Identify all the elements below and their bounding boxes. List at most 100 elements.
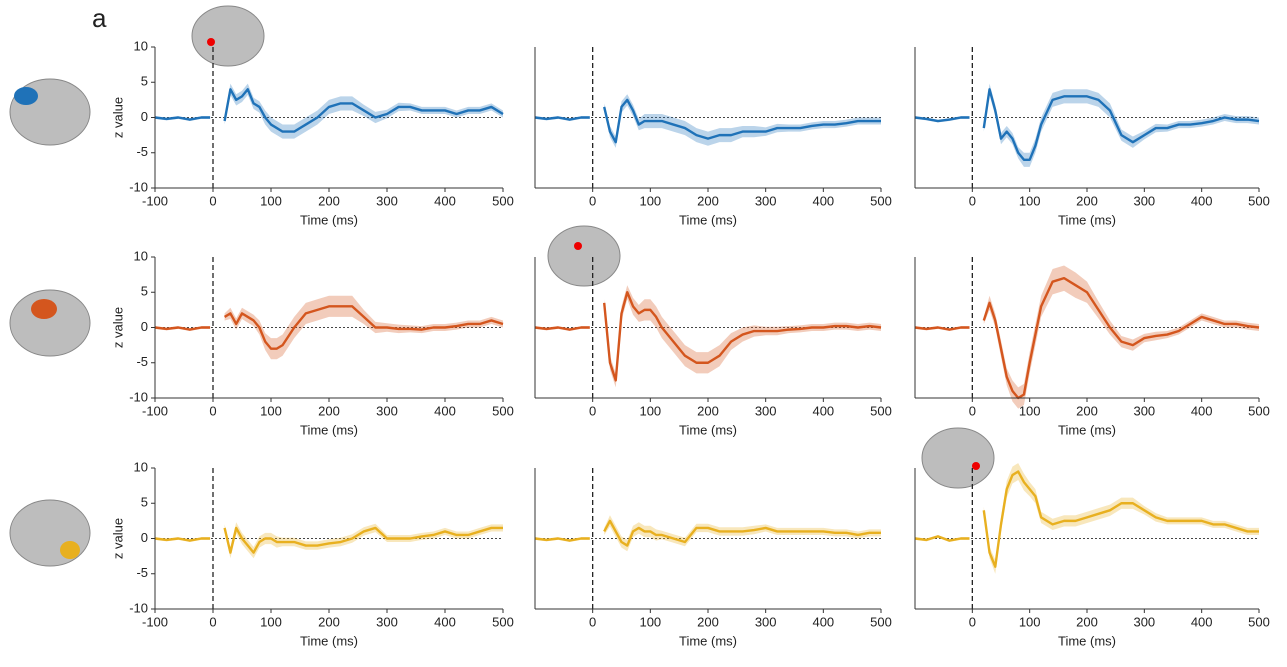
y-axis-label: z value: [110, 307, 125, 348]
x-tick-label: 0: [209, 193, 216, 208]
x-tick-label: 500: [492, 193, 514, 208]
brain: [9, 499, 91, 567]
error-band: [915, 265, 1259, 409]
x-tick-label: 100: [1019, 614, 1041, 629]
x-tick-label: 200: [1076, 193, 1098, 208]
y-tick-label: 0: [141, 319, 148, 334]
x-axis-label: Time (ms): [300, 633, 358, 648]
x-tick-label: 300: [755, 193, 777, 208]
x-tick-label: 100: [260, 403, 282, 418]
x-tick-label: 200: [318, 614, 340, 629]
y-tick-label: -5: [136, 354, 148, 369]
y-tick-label: -10: [129, 179, 148, 194]
x-tick-label: 300: [755, 614, 777, 629]
response-line: [534, 98, 881, 144]
x-tick-label: 0: [969, 614, 976, 629]
y-tick-label: 0: [141, 530, 148, 545]
x-axis-label: Time (ms): [679, 422, 737, 437]
y-tick-label: -5: [136, 144, 148, 159]
y-tick-label: -10: [129, 389, 148, 404]
x-tick-label: 500: [492, 403, 514, 418]
x-axis-label: Time (ms): [679, 212, 737, 227]
x-axis-label: Time (ms): [300, 422, 358, 437]
x-tick-label: 0: [589, 403, 596, 418]
x-axis-label: Time (ms): [679, 633, 737, 648]
x-tick-label: 0: [589, 193, 596, 208]
x-tick-label: 400: [434, 403, 456, 418]
error-band: [155, 295, 503, 360]
x-tick-label: 500: [492, 614, 514, 629]
x-tick-label: 200: [697, 403, 719, 418]
y-tick-label: 10: [134, 38, 148, 53]
region: [14, 87, 38, 105]
region: [31, 299, 57, 319]
x-tick-label: 400: [1191, 403, 1213, 418]
x-tick-label: 300: [376, 193, 398, 208]
stim-site: [574, 242, 582, 250]
x-tick-label: 200: [1076, 614, 1098, 629]
x-tick-label: 0: [589, 614, 596, 629]
x-tick-label: 100: [639, 614, 661, 629]
brain-icons: [9, 5, 995, 567]
x-tick-label: 500: [1248, 614, 1270, 629]
x-tick-label: 400: [1191, 614, 1213, 629]
region: [60, 541, 80, 559]
x-tick-label: 0: [969, 193, 976, 208]
x-tick-label: 300: [376, 614, 398, 629]
x-tick-label: 300: [376, 403, 398, 418]
y-tick-label: 0: [141, 109, 148, 124]
x-tick-label: 200: [318, 403, 340, 418]
error-band: [155, 522, 503, 559]
y-tick-label: -10: [129, 600, 148, 615]
x-tick-label: -100: [142, 403, 168, 418]
error-band: [535, 285, 881, 388]
y-axis-label: z value: [110, 518, 125, 559]
x-tick-label: 500: [870, 614, 892, 629]
x-tick-label: 400: [812, 403, 834, 418]
x-axis-label: Time (ms): [1058, 422, 1116, 437]
x-tick-label: 200: [697, 614, 719, 629]
x-tick-label: 0: [209, 614, 216, 629]
stim-site: [972, 462, 980, 470]
x-tick-label: 100: [1019, 193, 1041, 208]
stim-brain: [921, 427, 995, 489]
x-tick-label: 300: [1133, 403, 1155, 418]
response-line: [534, 291, 882, 382]
x-tick-label: 400: [434, 193, 456, 208]
x-tick-label: -100: [142, 614, 168, 629]
x-tick-label: 300: [1133, 193, 1155, 208]
x-tick-label: 100: [1019, 403, 1041, 418]
y-tick-label: 5: [141, 284, 148, 299]
panel-label: a: [92, 3, 107, 33]
x-axis-label: Time (ms): [1058, 633, 1116, 648]
x-tick-label: 300: [1133, 614, 1155, 629]
x-tick-label: 300: [755, 403, 777, 418]
x-tick-label: 200: [697, 193, 719, 208]
y-tick-label: 10: [134, 248, 148, 263]
response-line: [914, 276, 1260, 400]
y-tick-label: -5: [136, 565, 148, 580]
x-axis-label: Time (ms): [300, 212, 358, 227]
x-tick-label: 100: [260, 614, 282, 629]
response-line: [534, 519, 881, 547]
x-tick-label: 200: [1076, 403, 1098, 418]
x-tick-label: 0: [209, 403, 216, 418]
y-tick-label: 10: [134, 459, 148, 474]
y-tick-label: 5: [141, 74, 148, 89]
stim-site: [207, 38, 215, 46]
response-line: [154, 526, 503, 554]
x-tick-label: 400: [434, 614, 456, 629]
x-tick-label: -100: [142, 193, 168, 208]
x-tick-label: 500: [870, 193, 892, 208]
x-tick-label: 500: [870, 403, 892, 418]
y-tick-label: 5: [141, 495, 148, 510]
x-axis-label: Time (ms): [1058, 212, 1116, 227]
y-axis-label: z value: [110, 97, 125, 138]
response-line: [154, 88, 504, 133]
response-line: [154, 305, 504, 350]
x-tick-label: 0: [969, 403, 976, 418]
x-tick-label: 100: [639, 403, 661, 418]
stim-brain: [547, 225, 621, 287]
x-tick-label: 100: [639, 193, 661, 208]
